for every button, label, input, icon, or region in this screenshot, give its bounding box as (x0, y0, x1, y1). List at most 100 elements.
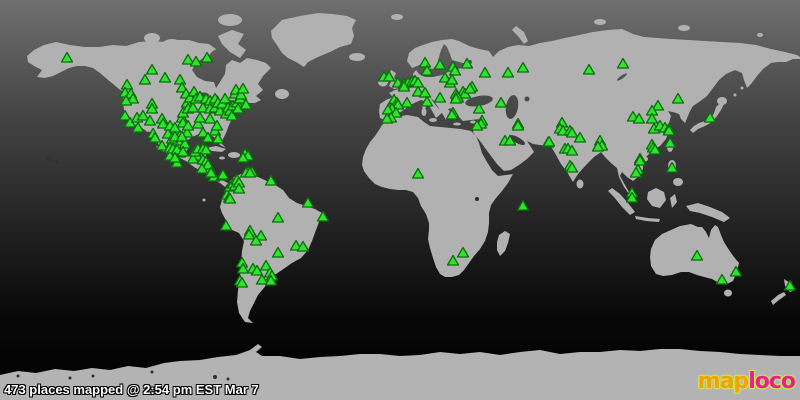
maploco-logo[interactable]: maploco (688, 365, 798, 400)
place-marker (236, 82, 250, 94)
place-marker (136, 109, 150, 121)
place-marker (573, 131, 587, 143)
place-marker (433, 91, 447, 103)
place-marker (178, 137, 192, 149)
place-marker (148, 131, 162, 143)
place-marker (145, 63, 159, 75)
place-marker (591, 140, 605, 152)
place-marker (663, 136, 677, 148)
landmass-africa (362, 115, 513, 277)
place-marker (391, 98, 405, 110)
place-marker (715, 273, 729, 285)
place-marker (254, 229, 268, 241)
place-marker (511, 119, 525, 131)
place-marker (420, 64, 434, 76)
place-marker (181, 119, 195, 131)
place-marker (201, 158, 215, 170)
place-marker (448, 64, 462, 76)
place-marker (138, 73, 152, 85)
place-marker (665, 161, 679, 173)
place-marker (671, 92, 685, 104)
place-marker (271, 211, 285, 223)
place-marker (131, 121, 145, 133)
place-marker (420, 95, 434, 107)
place-marker (193, 111, 207, 123)
place-marker (156, 117, 170, 129)
place-marker (472, 102, 486, 114)
place-marker (582, 63, 596, 75)
status-text: 473 places mapped @ 2:54 pm EST Mar 7 (4, 382, 259, 397)
place-marker (186, 152, 200, 164)
place-marker (400, 96, 414, 108)
place-marker (662, 124, 676, 136)
place-marker (632, 112, 646, 124)
place-marker (242, 228, 256, 240)
place-marker (204, 166, 218, 178)
place-marker (175, 130, 189, 142)
place-marker (729, 265, 743, 277)
place-marker (296, 240, 310, 252)
place-marker (200, 51, 214, 63)
caspian-sea (505, 95, 519, 119)
place-marker (494, 96, 508, 108)
place-marker (181, 53, 195, 65)
place-marker (203, 112, 217, 124)
place-marker (255, 273, 269, 285)
place-marker (236, 262, 250, 274)
place-marker (433, 58, 447, 70)
place-marker (218, 92, 232, 104)
place-marker (565, 161, 579, 173)
place-marker (446, 254, 460, 266)
place-marker (516, 61, 530, 73)
logo-loco-text: loco (748, 369, 796, 394)
place-marker (211, 132, 225, 144)
place-marker (186, 101, 200, 113)
place-marker (264, 174, 278, 186)
landmass-antarctica (0, 344, 800, 400)
landmass-greenland (271, 13, 356, 67)
place-marker (316, 210, 330, 222)
place-marker (173, 73, 187, 85)
place-marker (191, 117, 205, 129)
place-marker (565, 126, 579, 138)
place-marker (264, 274, 278, 286)
place-marker (126, 92, 140, 104)
place-marker (438, 71, 452, 83)
place-marker (243, 166, 257, 178)
place-marker (155, 139, 169, 151)
place-marker (145, 102, 159, 114)
aral-sea (524, 96, 530, 102)
place-marker (60, 51, 74, 63)
place-marker (259, 259, 273, 271)
place-marker (249, 234, 263, 246)
place-marker (235, 276, 249, 288)
place-marker (232, 182, 246, 194)
place-marker (380, 112, 394, 124)
place-marker (271, 246, 285, 258)
place-marker (783, 279, 797, 291)
place-marker (189, 55, 203, 67)
place-marker (478, 66, 492, 78)
place-marker (418, 86, 432, 98)
islands (144, 14, 795, 305)
place-marker (120, 78, 134, 90)
markers-layer (60, 51, 797, 291)
place-marker (225, 109, 239, 121)
place-marker (236, 151, 250, 163)
place-marker (648, 143, 662, 155)
place-marker (301, 196, 315, 208)
place-marker (216, 168, 230, 180)
place-marker (176, 145, 190, 157)
place-marker (411, 167, 425, 179)
place-marker (234, 88, 248, 100)
place-marker (516, 199, 530, 211)
place-marker (195, 162, 209, 174)
place-marker (418, 56, 432, 68)
place-marker (629, 166, 643, 178)
persian-gulf (508, 135, 526, 145)
maploco-logo-svg: maploco (696, 368, 798, 396)
place-marker (690, 249, 704, 261)
place-marker (219, 219, 233, 231)
place-marker (118, 109, 132, 121)
place-marker (651, 99, 665, 111)
